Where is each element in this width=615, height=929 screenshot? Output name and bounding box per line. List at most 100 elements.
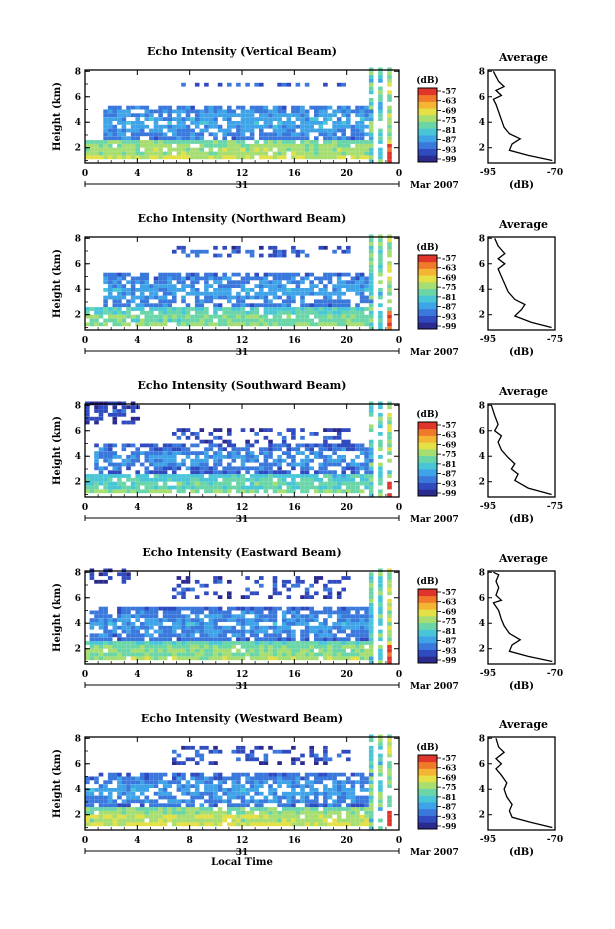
heatmap-cell [107, 280, 113, 285]
heatmap-cell [249, 121, 255, 125]
heatmap-cell [112, 303, 118, 308]
heatmap-cell [121, 572, 127, 577]
heatmap-cell [130, 606, 136, 611]
heatmap-cell [190, 132, 195, 137]
heatmap-cell [130, 818, 136, 823]
heatmap-cell [368, 86, 374, 91]
heatmap-cell [378, 242, 383, 246]
heatmap-cell [98, 784, 104, 788]
heatmap-cell [172, 606, 177, 611]
heatmap-cell [309, 307, 314, 311]
heatmap-cell [291, 121, 296, 125]
heatmap-cell [286, 625, 292, 630]
heatmap-cell [259, 276, 264, 281]
heatmap-cell [149, 147, 154, 152]
heatmap-cell [181, 481, 186, 486]
heatmap-cell [107, 810, 113, 815]
heatmap-cell [249, 788, 255, 792]
heatmap-cell [277, 155, 282, 160]
colorbar-swatch [418, 94, 437, 102]
heatmap-cell [121, 622, 127, 626]
heatmap-cell [263, 322, 269, 327]
heatmap-cell [240, 155, 246, 160]
heatmap-cell [172, 124, 177, 129]
heatmap-cell [139, 799, 145, 804]
heatmap-cell [336, 314, 342, 319]
heatmap-cell [281, 776, 287, 781]
x-tick-label: 20 [340, 169, 353, 179]
heatmap-cell [277, 462, 282, 467]
heatmap-cell [117, 303, 122, 308]
heatmap-cell [245, 147, 250, 152]
heatmap-cell [185, 788, 191, 792]
heatmap-cell [139, 155, 145, 160]
heatmap-cell [240, 299, 246, 304]
heatmap-cell [94, 637, 99, 642]
heatmap-cell [254, 641, 259, 645]
heatmap-cell [94, 310, 99, 315]
heatmap-cell [236, 652, 241, 657]
heatmap-cell [277, 474, 282, 478]
heatmap-cell [185, 606, 191, 611]
heatmap-cell [249, 132, 255, 137]
heatmap-cell [387, 629, 392, 634]
heatmap-cell [227, 124, 232, 129]
heatmap-cell [181, 136, 186, 141]
heatmap-cell [350, 485, 356, 490]
heatmap-cell [158, 155, 163, 160]
heatmap-cell [167, 618, 172, 622]
heatmap-cell [204, 447, 209, 452]
heatmap-cell [217, 610, 223, 615]
heatmap-cell [190, 466, 195, 471]
colorbar-swatch [418, 489, 437, 497]
heatmap-cell [272, 307, 278, 311]
heatmap-cell [172, 614, 177, 619]
heatmap-cell [181, 299, 186, 304]
heatmap-cell [277, 136, 282, 141]
heatmap-cell [281, 299, 287, 304]
heatmap-cell [277, 625, 282, 630]
colorbar-swatch [418, 275, 437, 283]
average-y-tick-label: 6 [479, 760, 485, 770]
colorbar-swatch [418, 462, 437, 470]
heatmap-cell [227, 485, 232, 490]
heatmap-cell [387, 439, 392, 444]
heatmap-cell [181, 428, 186, 432]
heatmap-cell [217, 291, 223, 296]
heatmap-cell [368, 648, 374, 653]
heatmap-cell [336, 124, 342, 129]
heatmap-cell [144, 772, 150, 777]
heatmap-cell [323, 458, 328, 463]
heatmap-cell [295, 810, 301, 815]
heatmap-cell [304, 109, 310, 114]
heatmap-cell [368, 614, 374, 619]
heatmap-cell [378, 489, 383, 494]
heatmap-cell [107, 656, 113, 661]
heatmap-cell [222, 610, 227, 615]
heatmap-cell [121, 303, 127, 308]
heatmap-cell [359, 477, 365, 482]
heatmap-cell [126, 614, 131, 619]
heatmap-cell [245, 780, 250, 785]
heatmap-cell [135, 614, 140, 619]
heatmap-cell [309, 291, 314, 296]
heatmap-cell [139, 451, 145, 455]
heatmap-cell [181, 784, 186, 788]
heatmap-cell [314, 795, 319, 800]
heatmap-cell [167, 314, 172, 319]
heatmap-cell [204, 113, 209, 118]
heatmap-cell [117, 795, 122, 800]
heatmap-cell [135, 295, 140, 300]
heatmap-cell [359, 788, 365, 792]
heatmap-cell [346, 791, 351, 796]
heatmap-cell [341, 439, 346, 444]
heatmap-cell [231, 314, 237, 319]
average-title: Average [498, 218, 548, 231]
heatmap-cell [213, 280, 218, 285]
heatmap-cell [300, 314, 305, 319]
heatmap-cell [222, 466, 227, 471]
heatmap-cell [359, 136, 365, 141]
y-tick-label: 6 [75, 260, 81, 270]
heatmap-cell [249, 799, 255, 804]
heatmap-cell [135, 807, 140, 811]
